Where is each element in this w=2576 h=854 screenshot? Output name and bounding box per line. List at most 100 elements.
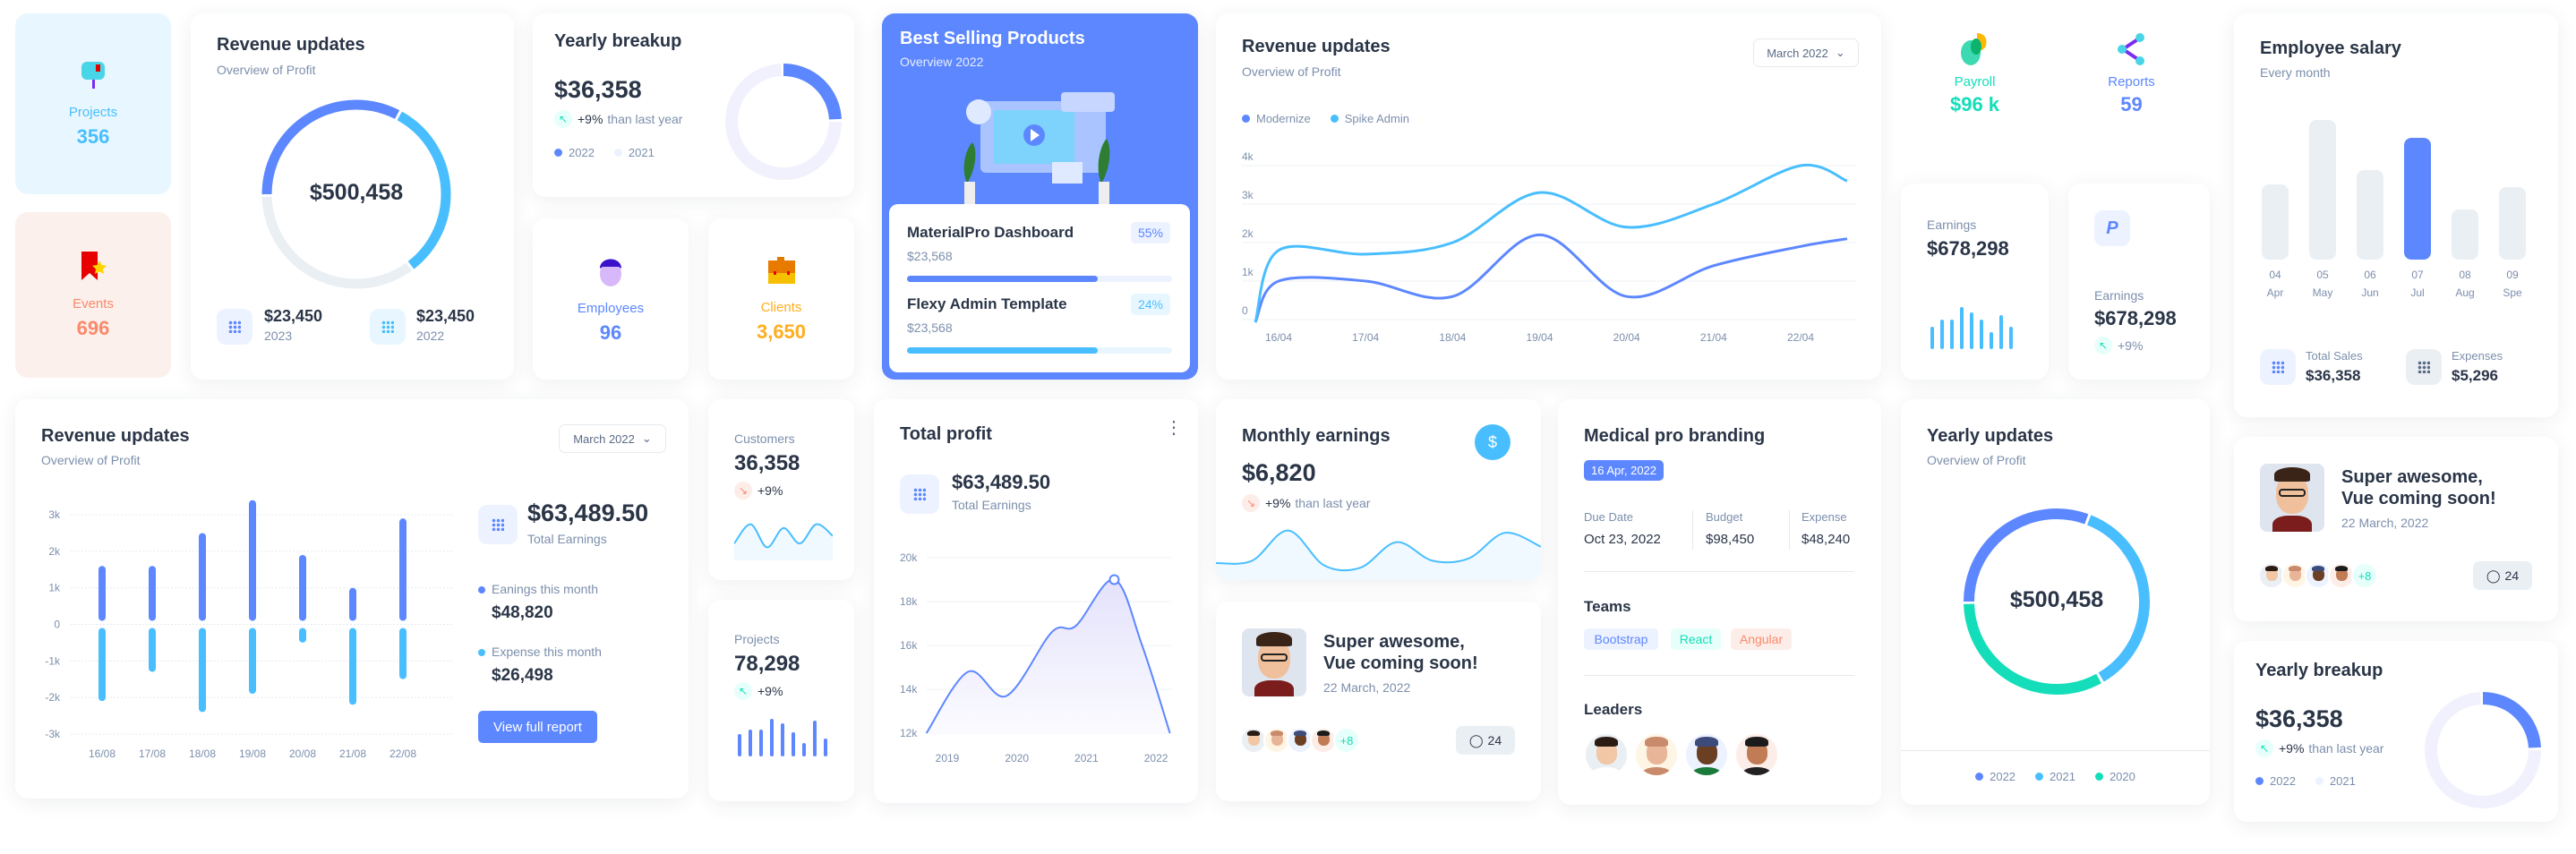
member-avatar[interactable] [2258,562,2285,589]
projects-stat-card: Projects 78,298 ↖ +9% [708,600,854,801]
post-card[interactable]: Super awesome, Vue coming soon! 22 March… [2234,437,2558,621]
spark-bar [770,718,774,756]
leader-avatar[interactable] [1584,732,1629,777]
member-avatar[interactable] [2281,562,2308,589]
month-dropdown[interactable]: March 2022 ⌄ [559,424,666,453]
donut-segment [261,99,451,289]
y-tick-label: 16k [900,639,918,652]
grid-icon [478,505,518,544]
divider [1789,510,1790,550]
more-members-badge[interactable]: +8 [1333,727,1360,754]
earnings-sparkbars [1927,300,2016,349]
member-avatar[interactable] [1263,727,1290,754]
post-title[interactable]: Vue coming soon! [1323,653,1478,673]
post-avatar [1242,628,1306,696]
earnings-bar [98,566,106,621]
x-tick-label: 21/04 [1700,331,1727,344]
breakup-donut-chart [2425,692,2541,808]
x-tick-label: 2020 [1005,752,1029,764]
y-tick-label: 2k [1242,227,1254,240]
post-title[interactable]: Super awesome, [2341,467,2483,487]
spark-bar [1930,327,1934,349]
y-tick-label: 0 [1242,304,1248,317]
legend-label: 2022 [569,146,595,159]
comments-count: 24 [2504,568,2520,583]
month-dropdown[interactable]: March 2022 ⌄ [1753,38,1859,67]
month-label: Apr [2266,286,2284,299]
salary-bar[interactable] [2452,209,2478,260]
salary-bar[interactable] [2404,138,2431,260]
legend: 2022 2021 2020 [1901,770,2210,783]
more-members-badge[interactable]: +8 [2351,562,2378,589]
stat-label: Expenses [2452,349,2503,363]
trend-value: +9% [757,684,783,698]
legend-label: 2021 [2329,774,2356,788]
leader-avatar[interactable] [1634,732,1679,777]
arrow-up-left-icon: ↖ [734,682,752,700]
member-avatar[interactable] [1310,727,1337,754]
y-tick-label: 14k [900,683,918,696]
card-subtitle: Overview of Profit [1242,64,1341,79]
yearly-updates-donut-chart [1964,508,2150,695]
comments-button[interactable]: ◯ 24 [1456,726,1515,755]
card-title: Yearly breakup [554,31,682,51]
card-title: Best Selling Products [900,29,1085,48]
team-tag[interactable]: Bootstrap [1584,628,1658,650]
best-selling-card: Best Selling Products Overview 2022 Mate… [882,13,1198,380]
spark-bar [759,730,763,756]
projects-card[interactable]: Projects 356 [15,13,171,194]
clients-card[interactable]: Clients 3,650 [708,218,854,380]
breakup-value: $36,358 [554,76,642,103]
leader-avatar[interactable] [1684,732,1729,777]
product-progress [907,347,1172,354]
post-title[interactable]: Super awesome, [1323,632,1465,652]
legend-label: 2020 [2109,770,2135,783]
customers-sparkline [734,523,833,560]
reports-stat[interactable]: Reports 59 [2053,31,2210,116]
x-tick-label: 05 [2316,269,2329,281]
paypal-icon: P [2094,210,2130,246]
divider [1584,675,1854,676]
profit-line [925,578,1171,734]
leaders-label: Leaders [1584,701,1643,718]
projects-sparkbars [734,712,831,756]
trend-row: ↖ +9% than last year [2255,739,2383,757]
arrow-up-left-icon: ↖ [2094,337,2112,354]
clients-label: Clients [760,299,802,315]
salary-bar[interactable] [2499,186,2526,260]
salary-bar[interactable] [2357,170,2383,260]
team-tag[interactable]: React [1671,628,1721,650]
clients-value: 3,650 [756,320,807,343]
post-title[interactable]: Vue coming soon! [2341,489,2496,508]
x-tick-label: 16/04 [1265,331,1292,344]
product-price: $23,568 [907,320,953,335]
salary-bar[interactable] [2262,184,2289,260]
view-full-report-button[interactable]: View full report [478,711,597,743]
expense-month-value: $26,498 [492,666,553,685]
earnings-bar [299,555,306,621]
leader-avatar[interactable] [1734,732,1779,777]
stat-value: $5,296 [2452,367,2498,384]
spark-bar [824,739,827,756]
card-title: Revenue updates [1242,37,1391,56]
comments-button[interactable]: ◯ 24 [2473,561,2532,590]
progress-fill [907,347,1099,354]
grid-icon [217,309,252,345]
product-name[interactable]: Flexy Admin Template [907,295,1067,312]
legend-dot [554,149,562,157]
member-avatar[interactable] [1240,727,1267,754]
expense-bar [299,628,306,643]
legend: 2022 2021 [2255,774,2356,788]
earnings-month-value: $48,820 [492,603,553,622]
salary-bar[interactable] [2309,120,2336,260]
employees-card[interactable]: Employees 96 [533,218,689,380]
team-tag[interactable]: Angular [1731,628,1792,650]
member-avatar[interactable] [2305,562,2332,589]
events-card[interactable]: Events 696 [15,212,171,378]
legend-label: 2021 [628,146,655,159]
arrow-up-left-icon: ↖ [554,110,572,128]
peak-marker[interactable] [1108,574,1120,585]
post-card[interactable]: Super awesome, Vue coming soon! 22 March… [1216,602,1541,801]
product-name[interactable]: MaterialPro Dashboard [907,224,1074,241]
payroll-stat[interactable]: Payroll $96 k [1896,31,2053,116]
